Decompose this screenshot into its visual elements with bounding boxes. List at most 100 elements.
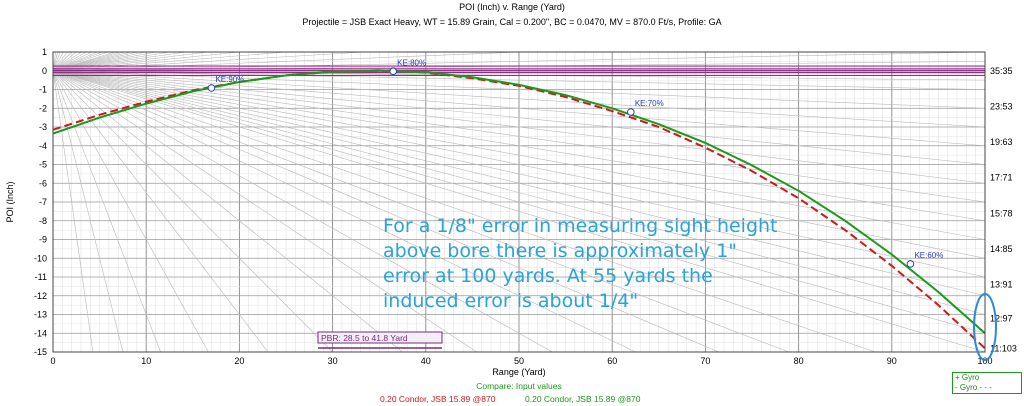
reticle-line bbox=[52, 70, 986, 147]
reticle-line bbox=[52, 70, 986, 315]
x-tick-label: 70 bbox=[700, 356, 710, 366]
reticle-line bbox=[52, 51, 986, 72]
annotation-line: For a 1/8" error in measuring sight heig… bbox=[383, 215, 778, 237]
reticle-line bbox=[52, 51, 87, 72]
reticle-line bbox=[52, 70, 986, 259]
right-tick-label: 12:97 bbox=[990, 313, 1013, 323]
ke-label: KE:60% bbox=[914, 251, 943, 260]
series-label-red: 0.20 Condor, JSB 15.89 @870 bbox=[380, 394, 496, 404]
right-tick-label: 23:53 bbox=[990, 101, 1013, 111]
y-axis-label: POI (Inch) bbox=[5, 181, 15, 222]
reticle-line bbox=[52, 70, 986, 334]
right-tick-label: 13:91 bbox=[990, 280, 1013, 290]
reticle-line bbox=[52, 70, 553, 353]
ke-marker bbox=[207, 84, 216, 92]
ke-label: KE:90% bbox=[215, 75, 244, 84]
reticle-line bbox=[52, 51, 520, 72]
right-tick-label: 11:103 bbox=[990, 343, 1017, 353]
y-tick-label: 1 bbox=[42, 47, 47, 57]
y-tick-label: -7 bbox=[39, 197, 47, 207]
x-tick-label: 30 bbox=[328, 356, 338, 366]
right-tick-label: 14:85 bbox=[990, 244, 1013, 254]
reticle-line bbox=[52, 70, 636, 353]
y-tick-label: -4 bbox=[39, 141, 47, 151]
reticle-line bbox=[52, 51, 364, 72]
reticle-line bbox=[52, 51, 287, 72]
reticle-line bbox=[52, 70, 986, 128]
x-tick-label: 10 bbox=[141, 356, 151, 366]
reticle-line bbox=[52, 70, 986, 203]
series-label-green: 0.20 Condor, JSB 15.89 @870 bbox=[525, 394, 641, 404]
ke-label: KE:70% bbox=[635, 99, 664, 108]
reticle-line bbox=[52, 70, 986, 297]
y-tick-label: -13 bbox=[34, 310, 47, 320]
reticle-line bbox=[52, 70, 94, 353]
x-tick-label: 0 bbox=[50, 356, 55, 366]
annotation-text: For a 1/8" error in measuring sight heig… bbox=[383, 214, 843, 314]
x-tick-label: 40 bbox=[421, 356, 431, 366]
x-axis-label: Range (Yard) bbox=[492, 367, 545, 377]
reticle-line bbox=[52, 70, 986, 90]
reticle-line bbox=[52, 70, 209, 353]
y-tick-label: -5 bbox=[39, 160, 47, 170]
legend-entry: - Gyro - - - bbox=[955, 383, 992, 392]
reticle-line bbox=[52, 51, 68, 71]
y-tick-label: -14 bbox=[34, 328, 47, 338]
ke-label: KE:80% bbox=[397, 58, 426, 67]
y-tick-label: -9 bbox=[39, 235, 47, 245]
x-tick-label: 90 bbox=[887, 356, 897, 366]
legend: + Gyro - Gyro - - - bbox=[952, 372, 1022, 394]
x-tick-label: 60 bbox=[607, 356, 617, 366]
legend-entry: + Gyro bbox=[955, 373, 980, 382]
y-tick-label: -12 bbox=[34, 291, 47, 301]
chart-subtitle: Projectile = JSB Exact Heavy, WT = 15.89… bbox=[302, 17, 721, 27]
reticle-line bbox=[52, 51, 187, 72]
reticle-line bbox=[52, 70, 124, 353]
x-tick-label: 80 bbox=[794, 356, 804, 366]
reticle-line bbox=[52, 51, 170, 72]
reticle-line bbox=[52, 51, 157, 72]
plot-frame bbox=[52, 51, 986, 353]
reticle-line bbox=[52, 51, 240, 72]
reticle-line bbox=[52, 51, 92, 72]
y-tick-label: -3 bbox=[39, 122, 47, 132]
highlight-ellipse bbox=[973, 293, 997, 361]
reticle-line bbox=[52, 70, 986, 222]
y-tick-label: -11 bbox=[35, 272, 47, 282]
y-tick-label: -8 bbox=[39, 216, 47, 226]
right-tick-label: 19:63 bbox=[990, 137, 1013, 147]
reticle-line bbox=[52, 70, 876, 353]
ke-marker bbox=[627, 108, 635, 116]
x-tick-label: 50 bbox=[514, 356, 524, 366]
y-tick-label: 0 bbox=[42, 66, 47, 76]
reticle-line bbox=[52, 70, 986, 353]
annotation-line: above bore there is approximately 1" bbox=[383, 240, 738, 262]
reticle-line bbox=[52, 70, 789, 353]
reticle-line bbox=[52, 51, 77, 71]
annotation-line: induced error is about 1/4" bbox=[383, 290, 639, 312]
right-tick-label: 35:35 bbox=[990, 66, 1013, 76]
annotation-line: error at 100 yards. At 55 yards the bbox=[383, 265, 713, 287]
reticle-line bbox=[52, 70, 719, 353]
reticle-line bbox=[52, 51, 209, 72]
reticle-line bbox=[52, 70, 986, 109]
reticle-line bbox=[52, 51, 72, 71]
reticle-line bbox=[52, 51, 103, 72]
reticle-line bbox=[52, 51, 116, 72]
chart-title: POI (Inch) v. Range (Yard) bbox=[459, 2, 565, 12]
y-tick-label: -2 bbox=[39, 103, 47, 113]
pbr-box: PBR: 28.5 to 41.8 Yard bbox=[317, 331, 443, 349]
reticle-line bbox=[52, 70, 403, 353]
y-tick-label: -15 bbox=[34, 347, 47, 357]
ke-marker bbox=[906, 260, 915, 268]
x-tick-label: 20 bbox=[234, 356, 244, 366]
right-tick-label: 17:71 bbox=[990, 173, 1013, 183]
reticle-line bbox=[52, 51, 98, 72]
reticle-line bbox=[52, 51, 147, 72]
reticle-line bbox=[52, 70, 986, 278]
reticle-line bbox=[52, 70, 161, 353]
y-tick-label: -10 bbox=[34, 253, 47, 263]
y-tick-label: -1 bbox=[39, 85, 47, 95]
reticle-line bbox=[52, 51, 82, 71]
